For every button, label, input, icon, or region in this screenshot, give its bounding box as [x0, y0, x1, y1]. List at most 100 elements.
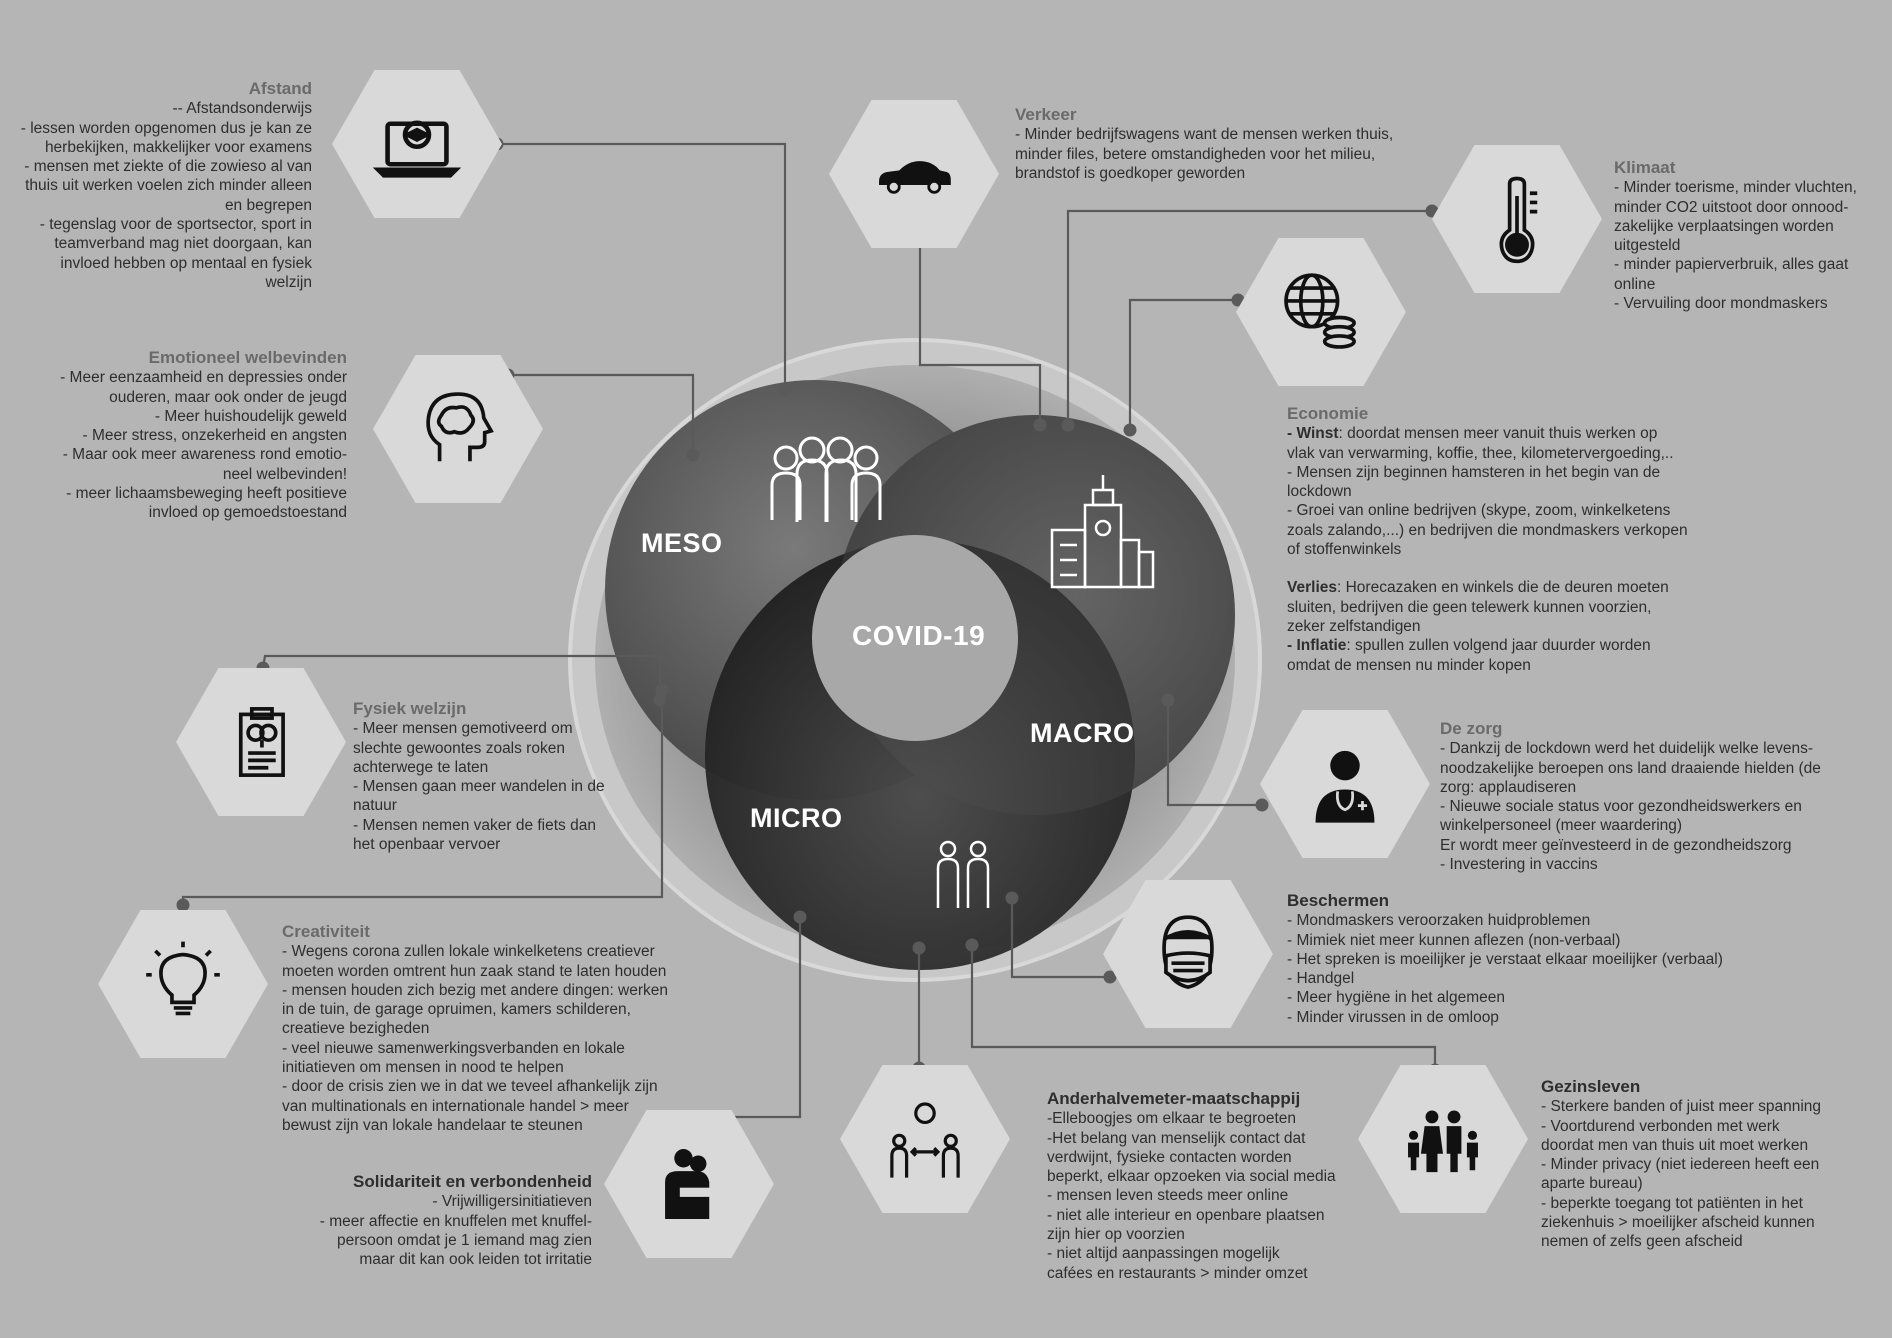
topic-line: initiatieven om mensen in nood te helpen: [282, 1059, 564, 1077]
topic-line: minder files, betere omstandigheden voor…: [1015, 145, 1376, 163]
topic-line: - Mimiek niet meer kunnen aflezen (non-v…: [1287, 931, 1621, 949]
social-distance-icon: [890, 1102, 960, 1178]
topic-title: Afstand: [248, 79, 312, 98]
topic-line: online: [1614, 275, 1656, 293]
covid-center-circle: [812, 535, 1018, 741]
topic-line: - Meer eenzaamheid en depressies onder: [60, 369, 347, 387]
topic-line: - Mensen gaan meer wandelen in de: [353, 778, 605, 796]
hex-klimaat: [1432, 145, 1602, 293]
topic-line: teamverband mag niet doorgaan, kan: [54, 235, 312, 253]
macro-label: MACRO: [1030, 718, 1135, 748]
topic-line: persoon omdat je 1 iemand mag zien: [336, 1231, 592, 1249]
topic-solidariteit: Solidariteit en verbondenheid - Vrijwill…: [290, 1172, 592, 1269]
topic-line: ouderen, maar ook onder de jeugd: [109, 388, 347, 406]
hex-beschermen: [1103, 880, 1273, 1028]
topic-title: Anderhalvemeter-maatschappij: [1047, 1089, 1301, 1108]
topic-economie: Economie - Winst: doordat mensen meer va…: [1287, 404, 1707, 675]
topic-line: - Vrijwilligersinitiatieven: [432, 1193, 592, 1211]
topic-line: thuis uit werken voelen zich minder alle…: [25, 177, 312, 195]
topic-line: - Meer hygiëne in het algemeen: [1287, 989, 1505, 1007]
topic-line: aparte bureau): [1541, 1175, 1643, 1193]
topic-title: De zorg: [1440, 719, 1503, 738]
topic-line: - Minder toerisme, minder vluchten,: [1614, 179, 1857, 197]
topic-line: - door de crisis zien we in dat we tevee…: [282, 1078, 658, 1096]
topic-title: Gezinsleven: [1541, 1077, 1641, 1096]
connector-lines: [181, 142, 1437, 1119]
hex-afstand: [332, 70, 502, 218]
topic-line: -- Afstandsonderwijs: [172, 100, 312, 118]
topic-line: doordat men van thuis uit moet werken: [1541, 1136, 1809, 1154]
topic-line: - Wegens corona zullen lokale winkelkete…: [282, 943, 655, 961]
topic-fysiek: Fysiek welzijn - Meer mensen gemotiveerd…: [353, 699, 653, 854]
topic-line: noodzakelijke beroepen ons land draaiend…: [1440, 759, 1821, 777]
topic-line: - Meer mensen gemotiveerd om: [353, 720, 573, 738]
topic-line: - mensen houden zich bezig met andere di…: [282, 981, 669, 999]
topic-line: - Nieuwe sociale status voor gezondheids…: [1440, 798, 1802, 816]
topic-line: - Maar ook meer awareness rond emotio-: [62, 446, 347, 464]
topic-line: winkelpersoneel (meer waardering): [1440, 817, 1683, 835]
topic-line: - Mensen nemen vaker de fiets dan: [353, 816, 596, 834]
topic-line: - Vervuiling door mondmaskers: [1614, 295, 1828, 313]
laptop-graduation-icon: [372, 120, 462, 178]
topic-line: - Voortdurend verbonden met werk: [1541, 1117, 1780, 1135]
topic-line: omdat de mensen nu minder kopen: [1287, 656, 1531, 674]
topic-line: - Sterkere banden of juist meer spanning: [1541, 1098, 1822, 1116]
topic-line: - Groei van online bedrijven (skype, zoo…: [1287, 502, 1671, 520]
topic-line: lockdown: [1287, 483, 1352, 501]
topic-line: zakelijke verplaatsingen worden: [1614, 217, 1834, 235]
topic-line: : Horecazaken en winkels die de deuren m…: [1337, 579, 1669, 597]
topic-line: - mensen met ziekte of die zowieso al va…: [24, 158, 312, 176]
topic-line: -Elleboogjes om elkaar te begroeten: [1047, 1110, 1297, 1128]
topic-line: Er wordt meer geïnvesteerd in de gezondh…: [1440, 836, 1792, 854]
family-icon: [1408, 1110, 1478, 1173]
topic-line: en begrepen: [224, 196, 312, 214]
topic-line: moeten worden omtrent hun zaak stand te …: [282, 962, 667, 980]
topic-line: maar dit kan ook leiden tot irritatie: [359, 1251, 592, 1269]
topic-creativiteit: Creativiteit - Wegens corona zullen loka…: [282, 922, 702, 1135]
topic-line: - niet altijd aanpassingen mogelijk: [1047, 1245, 1280, 1263]
topic-line: zorg: applaudiseren: [1440, 778, 1577, 796]
topic-line: - Minder bedrijfswagens want de mensen w…: [1015, 126, 1394, 144]
topic-line: neel welbevinden!: [222, 465, 347, 483]
topic-title: Beschermen: [1287, 891, 1390, 910]
topic-line: - veel nieuwe samenwerkingsverbanden en …: [282, 1039, 625, 1057]
face-mask-icon: [1162, 915, 1214, 990]
topic-line: - Minder virussen in de omloop: [1287, 1008, 1499, 1026]
topic-title: Emotioneel welbevinden: [148, 348, 347, 367]
topic-zorg: De zorg - Dankzij de lockdown werd het d…: [1440, 719, 1880, 874]
topic-line: zijn hier op voorzien: [1047, 1226, 1185, 1244]
topic-line: - minder papierverbruik, alles gaat: [1614, 256, 1849, 274]
topic-title: Solidariteit en verbondenheid: [353, 1172, 592, 1191]
topic-line: : spullen zullen volgend jaar duurder wo…: [1346, 637, 1651, 655]
topic-line: minder CO2 uitstoot door onnood-: [1614, 198, 1849, 216]
topic-line: - Dankzij de lockdown werd het duidelijk…: [1440, 740, 1814, 758]
globe-coins-icon: [1284, 273, 1356, 349]
topic-line: - mensen leven steeds meer online: [1047, 1187, 1289, 1205]
topic-line: beperkt, elkaar opzoeken via social medi…: [1047, 1168, 1336, 1186]
topic-gezinsleven: Gezinsleven - Sterkere banden of juist m…: [1541, 1077, 1841, 1252]
topic-line: - Investering in vaccins: [1440, 856, 1598, 874]
topic-line: of stoffenwinkels: [1287, 541, 1402, 559]
inflatie-label: - Inflatie: [1287, 637, 1347, 655]
meso-group-icon: [770, 436, 882, 522]
topic-line: - Handgel: [1287, 970, 1355, 988]
topic-line: - Minder privacy (niet iedereen heeft ee…: [1541, 1156, 1820, 1174]
winst-label: - Winst: [1287, 425, 1339, 443]
topic-line: natuur: [353, 797, 397, 815]
hex-economie: [1236, 238, 1406, 386]
medical-clipboard-icon: [238, 707, 285, 777]
car-icon: [879, 161, 951, 194]
topic-line: - Meer huishoudelijk geweld: [154, 407, 347, 425]
topic-line: nemen of zelfs geen afscheid: [1541, 1233, 1743, 1251]
topic-line: ziekenhuis > moeilijker afscheid kunnen: [1541, 1214, 1815, 1232]
topic-beschermen: Beschermen - Mondmaskers veroorzaken hui…: [1287, 891, 1757, 1027]
topic-line: van multinationals en internationale han…: [282, 1097, 629, 1115]
covid-center-label: COVID-19: [852, 620, 986, 651]
micro-couple-icon: [936, 840, 990, 908]
doctor-icon: [1315, 750, 1375, 823]
topic-line: - lessen worden opgenomen dus je kan ze: [20, 119, 312, 137]
topic-line: - tegenslag voor de sportsector, sport i…: [39, 216, 312, 234]
topic-title: Klimaat: [1614, 158, 1676, 177]
topic-line: brandstof is goedkoper geworden: [1015, 164, 1246, 182]
